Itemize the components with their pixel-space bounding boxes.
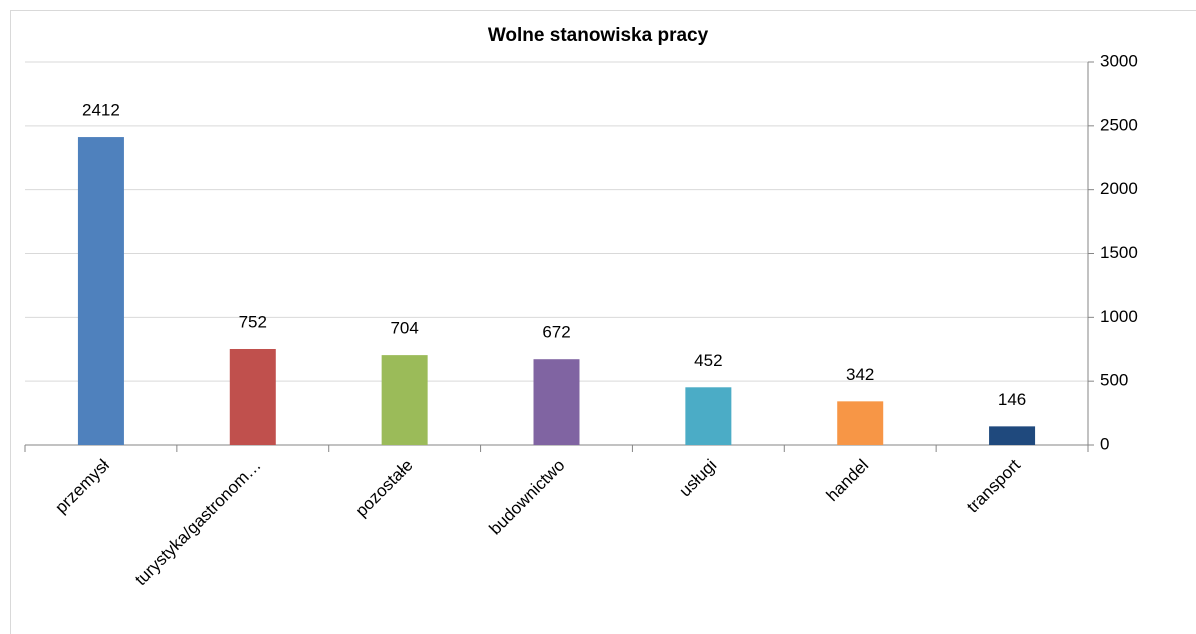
data-label: 2412 [82, 101, 120, 120]
y-tick-label: 3000 [1100, 51, 1138, 70]
data-label: 452 [694, 351, 722, 370]
chart-title: Wolne stanowiska pracy [488, 25, 709, 46]
bar [77, 137, 124, 445]
data-label: 752 [239, 312, 267, 331]
bar [989, 426, 1036, 445]
y-tick-label: 2000 [1100, 179, 1138, 198]
data-label: 672 [542, 323, 570, 342]
bar [229, 348, 276, 445]
bar [685, 387, 732, 445]
y-tick-label: 500 [1100, 371, 1128, 390]
bar [381, 355, 428, 445]
y-tick-label: 1000 [1100, 307, 1138, 326]
y-tick-label: 2500 [1100, 115, 1138, 134]
data-label: 146 [998, 390, 1026, 409]
y-tick-label: 1500 [1100, 243, 1138, 262]
data-label: 342 [846, 365, 874, 384]
bar [837, 401, 884, 445]
data-label: 704 [390, 319, 418, 338]
chart-frame [10, 10, 1196, 634]
y-tick-label: 0 [1100, 434, 1109, 453]
bar [533, 359, 580, 445]
